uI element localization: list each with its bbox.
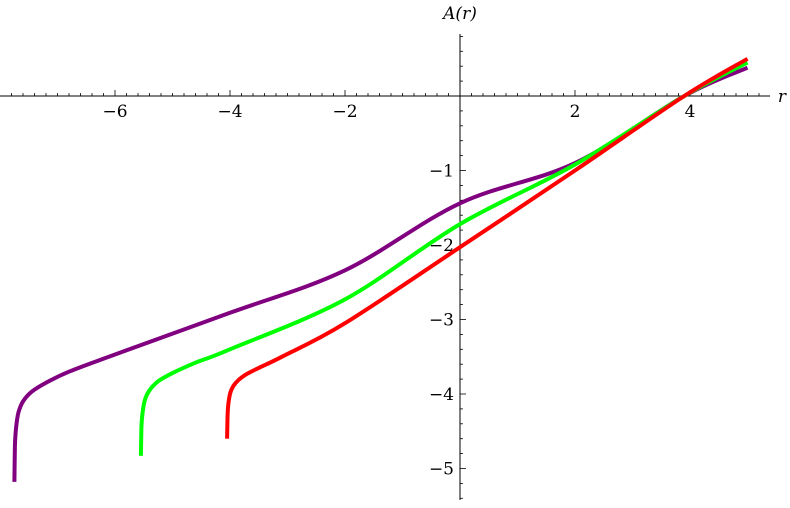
- y-tick-label: −3: [429, 311, 454, 331]
- y-tick-label: −4: [429, 385, 454, 405]
- x-tick-label: 2: [570, 102, 581, 122]
- series-lines: [12, 57, 749, 482]
- x-tick-label: −6: [102, 102, 127, 122]
- x-tick-label: 4: [685, 102, 696, 122]
- x-axis-title: r: [778, 87, 787, 107]
- x-tick-label: −2: [332, 102, 357, 122]
- tick-labels: −6 −4 −2 2 4−1−2−3−4−5: [102, 102, 695, 480]
- series-line-2: [138, 60, 749, 456]
- x-tick-label: −4: [217, 102, 242, 122]
- axes: [0, 34, 770, 500]
- series-line-3: [225, 57, 749, 439]
- minor-ticks: [11, 36, 760, 499]
- y-tick-label: −1: [429, 162, 454, 182]
- y-tick-label: −5: [429, 460, 454, 480]
- y-axis-title: A(r): [441, 4, 477, 24]
